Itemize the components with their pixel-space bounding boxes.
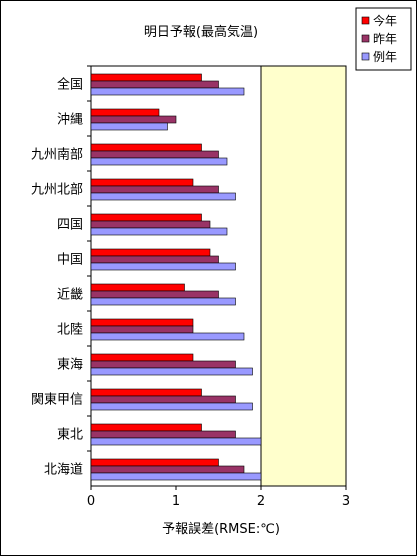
bar-2-10 [90, 437, 262, 446]
y-tick-label-0: 全国 [57, 77, 83, 93]
legend-label-0: 今年 [373, 13, 397, 28]
bar-2-0 [90, 87, 245, 96]
y-tick-label-4: 四国 [57, 218, 83, 233]
bar-2-1 [90, 122, 168, 131]
bar-1-6 [90, 290, 219, 299]
bar-0-8 [90, 353, 194, 362]
bar-1-8 [90, 360, 236, 369]
x-tick-label-2: 2 [257, 494, 265, 509]
bar-0-6 [90, 283, 185, 292]
bar-0-9 [90, 388, 202, 397]
bar-2-3 [90, 192, 236, 201]
legend-swatch-2 [361, 52, 370, 61]
legend-label-2: 例年 [373, 50, 397, 64]
bar-0-5 [90, 248, 211, 257]
bar-2-6 [90, 297, 236, 306]
y-tick-label-3: 九州北部 [31, 183, 83, 198]
y-tick-label-2: 九州南部 [31, 147, 83, 163]
y-tick-label-10: 東北 [57, 427, 83, 443]
legend-swatch-1 [361, 34, 370, 43]
highlight-region [261, 66, 346, 486]
bar-1-1 [90, 115, 177, 124]
x-tick-labels: 0 1 2 3 [87, 486, 350, 509]
bar-1-11 [90, 465, 245, 474]
y-tick-label-9: 関東甲信 [31, 392, 83, 408]
plot-area [87, 65, 347, 487]
x-tick-label-1: 1 [172, 494, 180, 509]
bar-2-11 [90, 472, 262, 481]
bar-0-11 [90, 458, 219, 467]
bar-2-7 [90, 332, 245, 341]
bar-2-8 [90, 367, 253, 376]
legend-label-1: 昨年 [373, 32, 397, 46]
bar-0-10 [90, 423, 202, 432]
bar-1-5 [90, 255, 219, 264]
y-tick-label-7: 北陸 [57, 322, 83, 338]
x-tick-label-3: 3 [342, 494, 350, 509]
bar-0-3 [90, 178, 194, 187]
bar-1-7 [90, 325, 194, 334]
bar-2-4 [90, 227, 228, 236]
bar-0-1 [90, 108, 160, 117]
bar-1-3 [90, 185, 219, 194]
bar-0-0 [90, 73, 202, 82]
bar-0-4 [90, 213, 202, 222]
bar-2-2 [90, 157, 228, 166]
bar-1-0 [90, 80, 219, 89]
bar-2-5 [90, 262, 236, 271]
bar-0-2 [90, 143, 202, 152]
bar-1-4 [90, 220, 211, 229]
y-tick-label-8: 東海 [57, 357, 83, 373]
bar-1-2 [90, 150, 219, 159]
y-tick-label-5: 中国 [57, 253, 83, 268]
chart-title: 明日予報(最高気温) [144, 24, 258, 40]
x-tick-label-0: 0 [87, 494, 95, 509]
y-tick-label-6: 近畿 [57, 288, 83, 303]
x-axis-label: 予報誤差(RMSE:℃) [162, 521, 280, 537]
legend-swatch-0 [361, 16, 370, 25]
y-tick-label-11: 北海道 [44, 463, 83, 478]
bar-1-10 [90, 430, 236, 439]
bar-1-9 [90, 395, 236, 404]
bar-0-7 [90, 318, 194, 327]
bar-2-9 [90, 402, 253, 411]
y-tick-label-1: 沖縄 [57, 113, 83, 128]
